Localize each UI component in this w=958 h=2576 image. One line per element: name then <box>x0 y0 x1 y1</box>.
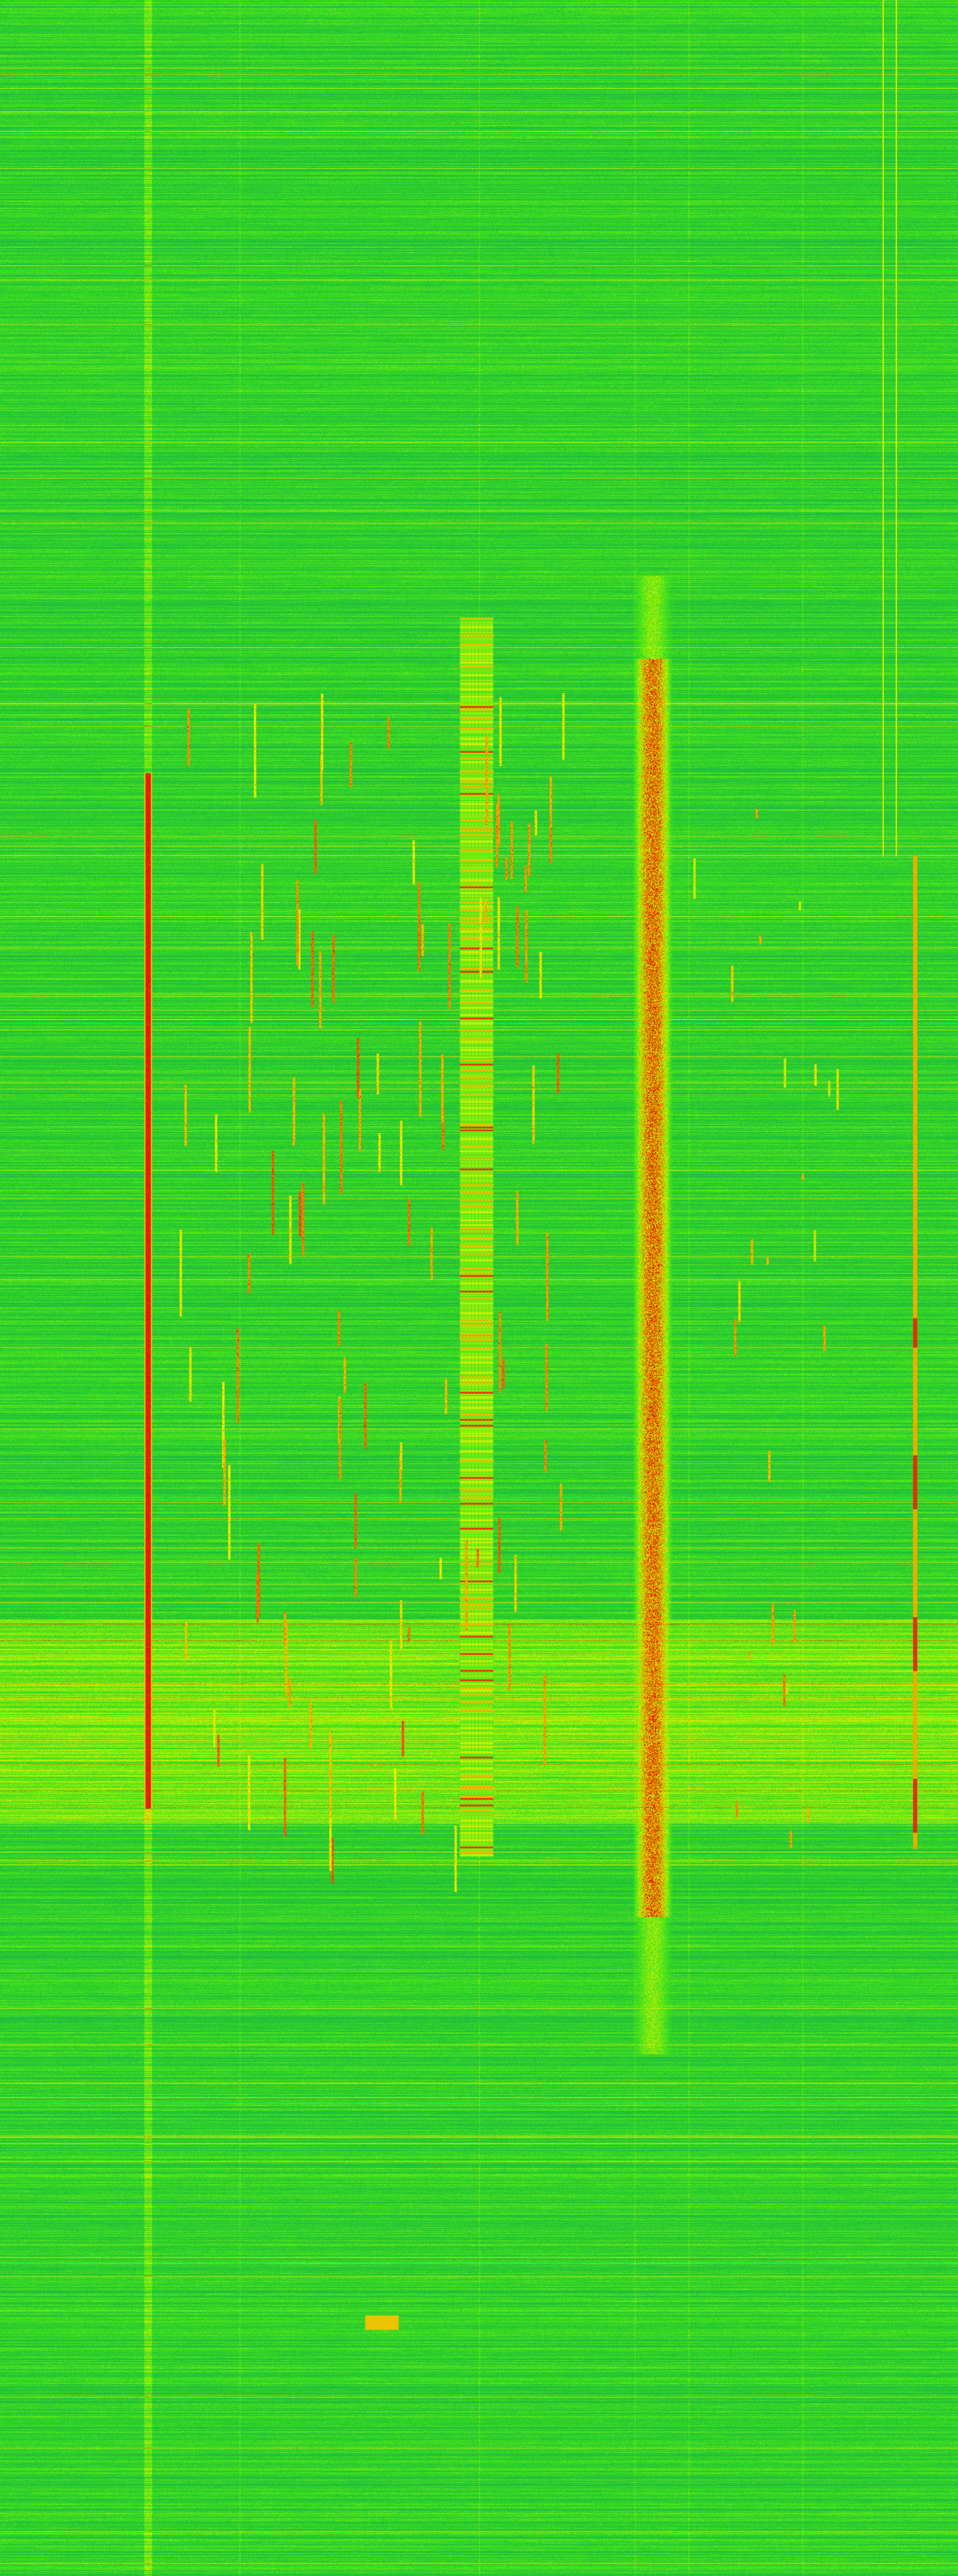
spectrogram-waterfall <box>0 0 958 2576</box>
